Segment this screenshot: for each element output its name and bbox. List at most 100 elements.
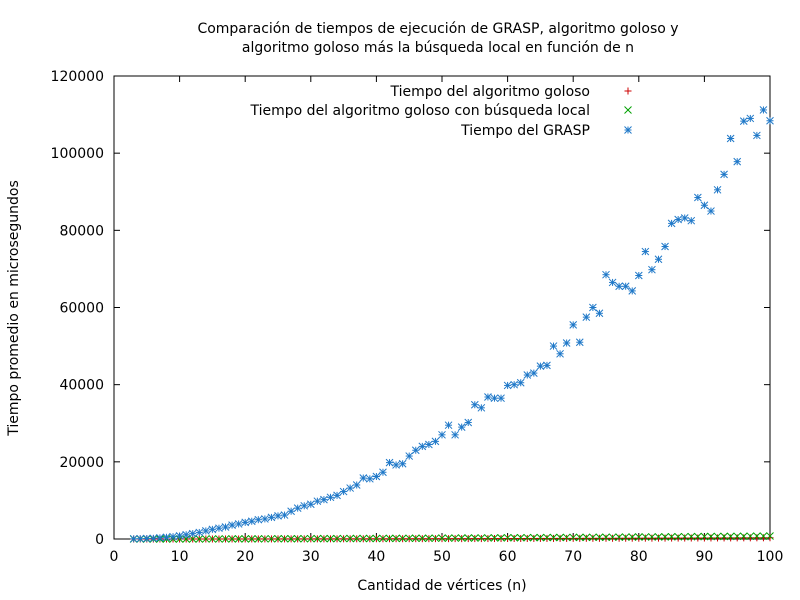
data-point xyxy=(641,534,649,542)
data-point xyxy=(326,534,335,543)
data-point xyxy=(674,532,683,541)
data-point xyxy=(621,533,630,541)
data-point xyxy=(425,440,433,449)
data-point xyxy=(333,491,341,500)
data-point xyxy=(562,339,571,347)
data-point xyxy=(208,525,217,534)
legend-marker xyxy=(624,87,632,95)
data-point xyxy=(634,271,643,280)
data-point xyxy=(753,131,761,140)
data-point xyxy=(517,534,525,542)
y-axis-label: Tiempo promedio en microsegundos xyxy=(6,180,22,437)
data-point xyxy=(628,533,637,541)
data-point xyxy=(477,534,486,542)
data-point xyxy=(267,534,276,543)
data-point xyxy=(733,534,741,542)
data-point xyxy=(727,534,735,542)
data-point xyxy=(759,532,768,540)
data-point xyxy=(720,532,728,541)
data-point xyxy=(608,278,617,287)
data-point xyxy=(694,534,702,542)
data-point xyxy=(589,533,597,542)
y-tick-label: 120000 xyxy=(51,69,104,85)
data-point xyxy=(543,533,551,542)
data-point xyxy=(254,515,263,524)
y-tick-label: 100000 xyxy=(51,146,104,162)
data-point xyxy=(484,393,492,401)
data-point xyxy=(346,534,355,543)
data-point xyxy=(556,533,564,542)
series-layer xyxy=(129,106,774,543)
data-point xyxy=(195,535,204,543)
data-point xyxy=(674,215,683,224)
data-point xyxy=(668,534,676,542)
data-point xyxy=(293,504,302,512)
data-point xyxy=(359,474,368,482)
data-point xyxy=(746,532,755,541)
data-point xyxy=(523,371,532,379)
data-point xyxy=(714,534,722,542)
data-point xyxy=(667,219,676,228)
data-point xyxy=(444,421,453,430)
data-point xyxy=(523,534,531,542)
data-point xyxy=(635,534,643,542)
data-point xyxy=(740,534,748,542)
data-point xyxy=(707,207,715,215)
x-tick-label: 40 xyxy=(367,549,385,565)
data-point xyxy=(582,533,591,542)
data-point xyxy=(313,497,322,506)
data-point xyxy=(411,534,420,543)
data-point xyxy=(674,534,682,542)
data-point xyxy=(700,534,708,542)
data-point xyxy=(687,534,695,542)
data-point xyxy=(169,532,177,541)
data-point xyxy=(372,534,381,543)
data-point xyxy=(287,534,295,543)
data-point xyxy=(365,534,374,543)
y-tick-label: 60000 xyxy=(59,301,104,317)
data-point xyxy=(379,534,387,543)
data-point xyxy=(228,535,236,543)
x-tick-label: 10 xyxy=(171,549,189,565)
series-3 xyxy=(129,106,774,543)
data-point xyxy=(497,533,505,542)
data-point xyxy=(188,529,197,538)
data-point xyxy=(687,532,696,541)
data-point xyxy=(661,242,669,251)
data-point xyxy=(766,116,774,125)
data-point xyxy=(261,515,269,523)
data-point xyxy=(510,534,518,542)
data-point xyxy=(385,534,394,543)
data-point xyxy=(234,535,243,543)
data-point xyxy=(451,534,459,542)
data-point xyxy=(293,534,302,543)
data-point xyxy=(575,533,584,542)
data-point xyxy=(615,534,623,542)
data-point xyxy=(726,134,735,143)
data-point xyxy=(575,338,584,347)
data-point xyxy=(648,533,656,541)
data-point xyxy=(457,534,466,542)
data-point xyxy=(280,511,289,519)
data-point xyxy=(418,442,427,451)
data-point xyxy=(654,533,663,541)
data-point xyxy=(687,216,696,225)
data-point xyxy=(306,534,315,543)
data-point xyxy=(287,507,295,516)
data-point xyxy=(609,534,617,542)
data-point xyxy=(622,534,630,542)
data-point xyxy=(746,534,754,542)
data-point xyxy=(254,534,263,543)
data-point xyxy=(241,518,250,527)
data-point xyxy=(365,474,374,483)
data-point xyxy=(582,313,591,321)
data-point xyxy=(280,534,289,543)
x-tick-label: 20 xyxy=(236,549,254,565)
data-point xyxy=(549,342,558,350)
data-point xyxy=(306,500,315,509)
data-point xyxy=(648,265,656,274)
data-point xyxy=(759,106,768,114)
data-point xyxy=(241,534,250,543)
data-point xyxy=(398,534,407,543)
data-point xyxy=(589,303,597,312)
